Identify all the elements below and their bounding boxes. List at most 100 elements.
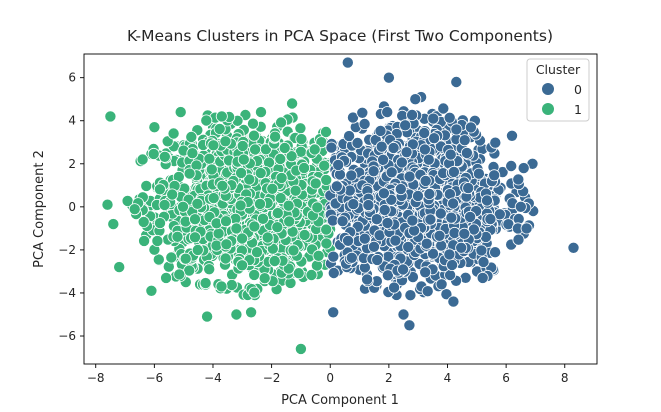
scatter-point-cluster-1 bbox=[295, 133, 308, 146]
scatter-point-cluster-0 bbox=[333, 168, 346, 181]
scatter-point-cluster-1 bbox=[205, 163, 218, 176]
scatter-point-cluster-0 bbox=[444, 148, 457, 161]
scatter-point-cluster-1 bbox=[309, 177, 322, 190]
scatter-point-cluster-1 bbox=[203, 263, 216, 276]
scatter-point-cluster-0 bbox=[435, 239, 448, 252]
y-tick-label: 4 bbox=[68, 114, 76, 128]
scatter-point-cluster-0 bbox=[374, 124, 387, 137]
legend-marker-cluster-1 bbox=[542, 103, 554, 115]
scatter-point-cluster-1 bbox=[185, 130, 198, 143]
scatter-point-cluster-0 bbox=[421, 285, 434, 298]
scatter-point-cluster-1 bbox=[289, 184, 302, 197]
scatter-point-cluster-1 bbox=[207, 139, 220, 152]
scatter-point-cluster-1 bbox=[137, 215, 150, 228]
legend-box bbox=[526, 58, 590, 122]
x-tick-label: 4 bbox=[444, 371, 452, 385]
scatter-point-cluster-1 bbox=[104, 110, 117, 123]
points-layer bbox=[101, 56, 580, 355]
scatter-point-cluster-0 bbox=[434, 207, 447, 220]
scatter-point-cluster-1 bbox=[225, 278, 238, 291]
scatter-point-cluster-0 bbox=[367, 240, 380, 253]
scatter-point-cluster-1 bbox=[200, 114, 213, 127]
scatter-point-cluster-0 bbox=[460, 146, 473, 159]
scatter-point-cluster-1 bbox=[171, 230, 184, 243]
scatter-point-cluster-1 bbox=[107, 218, 120, 231]
scatter-point-cluster-1 bbox=[158, 150, 171, 163]
x-tick-label: −6 bbox=[146, 371, 164, 385]
scatter-point-cluster-0 bbox=[389, 234, 402, 247]
scatter-point-cluster-1 bbox=[274, 192, 287, 205]
scatter-point-cluster-0 bbox=[406, 109, 419, 122]
y-tick-label: 0 bbox=[68, 200, 76, 214]
scatter-point-cluster-0 bbox=[489, 246, 502, 259]
scatter-point-cluster-0 bbox=[381, 216, 394, 229]
scatter-point-cluster-0 bbox=[336, 215, 349, 228]
scatter-point-cluster-1 bbox=[140, 179, 153, 192]
scatter-point-cluster-1 bbox=[207, 192, 220, 205]
scatter-point-cluster-0 bbox=[514, 200, 527, 213]
scatter-point-cluster-0 bbox=[411, 189, 424, 202]
scatter-point-cluster-0 bbox=[445, 211, 458, 224]
scatter-point-cluster-0 bbox=[403, 170, 416, 183]
scatter-point-cluster-0 bbox=[399, 119, 412, 132]
scatter-point-cluster-1 bbox=[320, 173, 333, 186]
scatter-point-cluster-1 bbox=[311, 201, 324, 214]
scatter-point-cluster-0 bbox=[347, 198, 360, 211]
scatter-point-cluster-0 bbox=[378, 203, 391, 216]
scatter-point-cluster-1 bbox=[220, 238, 233, 251]
scatter-point-cluster-0 bbox=[327, 266, 340, 279]
chart-title: K-Means Clusters in PCA Space (First Two… bbox=[127, 27, 553, 45]
scatter-point-cluster-1 bbox=[219, 135, 232, 148]
scatter-point-cluster-1 bbox=[167, 127, 180, 140]
scatter-point-cluster-1 bbox=[285, 150, 298, 163]
scatter-point-cluster-1 bbox=[246, 117, 259, 130]
scatter-point-cluster-1 bbox=[153, 217, 166, 230]
scatter-point-cluster-1 bbox=[230, 222, 243, 235]
scatter-point-cluster-0 bbox=[428, 132, 441, 145]
legend-marker-cluster-0 bbox=[542, 83, 554, 95]
scatter-point-cluster-0 bbox=[371, 253, 384, 266]
scatter-point-cluster-0 bbox=[458, 227, 471, 240]
scatter-point-cluster-1 bbox=[253, 197, 266, 210]
legend: Cluster 0 1 bbox=[526, 58, 590, 122]
scatter-point-cluster-1 bbox=[219, 252, 232, 265]
scatter-point-cluster-0 bbox=[437, 102, 450, 115]
scatter-point-cluster-1 bbox=[219, 215, 232, 228]
x-tick-label: 2 bbox=[385, 371, 393, 385]
scatter-point-cluster-0 bbox=[325, 141, 338, 154]
scatter-point-cluster-1 bbox=[215, 110, 228, 123]
x-tick-label: 8 bbox=[561, 371, 569, 385]
scatter-point-cluster-0 bbox=[381, 106, 394, 119]
scatter-point-cluster-1 bbox=[173, 268, 186, 281]
scatter-point-cluster-1 bbox=[320, 223, 333, 236]
scatter-point-cluster-1 bbox=[191, 197, 204, 210]
scatter-point-cluster-1 bbox=[191, 243, 204, 256]
scatter-point-cluster-0 bbox=[424, 213, 437, 226]
x-tick-label: −2 bbox=[263, 371, 281, 385]
scatter-point-cluster-0 bbox=[406, 214, 419, 227]
scatter-point-cluster-0 bbox=[567, 241, 580, 254]
scatter-point-cluster-0 bbox=[447, 165, 460, 178]
scatter-point-cluster-1 bbox=[213, 122, 226, 135]
scatter-point-cluster-1 bbox=[245, 306, 258, 319]
scatter-point-cluster-0 bbox=[446, 258, 459, 271]
scatter-point-cluster-1 bbox=[287, 244, 300, 257]
scatter-point-cluster-0 bbox=[450, 123, 463, 136]
scatter-point-cluster-1 bbox=[234, 199, 247, 212]
scatter-point-cluster-0 bbox=[332, 158, 345, 171]
scatter-point-cluster-0 bbox=[447, 295, 460, 308]
scatter-point-cluster-1 bbox=[248, 220, 261, 233]
scatter-point-cluster-0 bbox=[327, 306, 340, 319]
scatter-point-cluster-1 bbox=[151, 234, 164, 247]
scatter-point-cluster-0 bbox=[327, 250, 340, 263]
scatter-point-cluster-0 bbox=[443, 248, 456, 261]
scatter-point-cluster-1 bbox=[249, 143, 262, 156]
scatter-point-cluster-0 bbox=[358, 232, 371, 245]
scatter-point-cluster-0 bbox=[388, 281, 401, 294]
scatter-point-cluster-1 bbox=[298, 228, 311, 241]
scatter-point-cluster-1 bbox=[147, 147, 160, 160]
scatter-point-cluster-0 bbox=[397, 308, 410, 321]
scatter-point-cluster-0 bbox=[351, 136, 364, 149]
scatter-point-cluster-1 bbox=[282, 262, 295, 275]
